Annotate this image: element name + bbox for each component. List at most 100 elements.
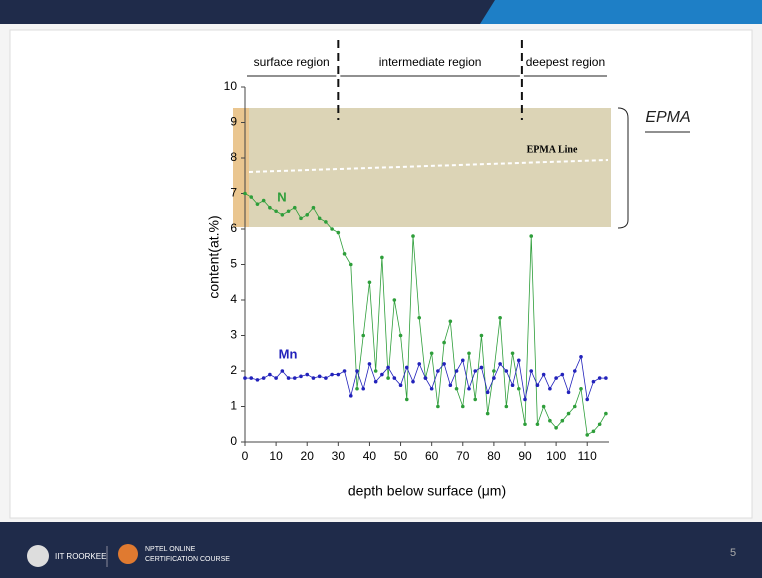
data-point bbox=[249, 376, 253, 380]
data-point bbox=[523, 398, 527, 402]
data-point bbox=[424, 376, 428, 380]
data-point bbox=[293, 206, 297, 210]
data-point bbox=[411, 234, 415, 238]
data-point bbox=[349, 263, 353, 267]
data-point bbox=[405, 398, 409, 402]
y-tick-label: 0 bbox=[230, 434, 237, 448]
data-point bbox=[430, 387, 434, 391]
data-point bbox=[386, 376, 390, 380]
data-point bbox=[318, 217, 322, 221]
data-point bbox=[542, 373, 546, 377]
data-point bbox=[449, 383, 453, 387]
data-point bbox=[274, 376, 278, 380]
data-point bbox=[461, 359, 465, 363]
data-point bbox=[324, 376, 328, 380]
data-point bbox=[561, 373, 565, 377]
region-label: intermediate region bbox=[379, 55, 482, 69]
data-point bbox=[511, 383, 515, 387]
data-point bbox=[492, 369, 496, 373]
data-point bbox=[355, 387, 359, 391]
data-point bbox=[542, 405, 546, 409]
data-point bbox=[293, 376, 297, 380]
data-point bbox=[305, 213, 309, 217]
x-tick-label: 60 bbox=[425, 449, 439, 463]
institute-name: IIT ROORKEE bbox=[55, 552, 106, 561]
data-point bbox=[461, 405, 465, 409]
data-point bbox=[337, 231, 341, 235]
data-point bbox=[349, 394, 353, 398]
data-point bbox=[567, 412, 571, 416]
data-point bbox=[405, 366, 409, 370]
x-axis-label: depth below surface (μm) bbox=[348, 483, 506, 499]
data-point bbox=[243, 376, 247, 380]
footer-bar bbox=[0, 522, 762, 578]
data-point bbox=[243, 192, 247, 196]
x-tick-label: 80 bbox=[487, 449, 501, 463]
nptel-logo bbox=[118, 544, 138, 564]
data-point bbox=[355, 369, 359, 373]
data-point bbox=[262, 199, 266, 203]
data-point bbox=[287, 376, 291, 380]
data-point bbox=[517, 387, 521, 391]
x-tick-label: 30 bbox=[332, 449, 346, 463]
data-point bbox=[567, 391, 571, 395]
data-point bbox=[274, 209, 278, 213]
data-point bbox=[268, 373, 272, 377]
data-point bbox=[374, 369, 378, 373]
data-point bbox=[374, 380, 378, 384]
data-point bbox=[467, 351, 471, 355]
data-point bbox=[486, 412, 490, 416]
data-point bbox=[585, 398, 589, 402]
slide: EPMA Line EPMA content(at.%) depth below… bbox=[0, 0, 762, 578]
data-point bbox=[548, 419, 552, 423]
data-point bbox=[299, 217, 303, 221]
data-point bbox=[523, 422, 527, 426]
data-point bbox=[337, 373, 341, 377]
data-point bbox=[467, 387, 471, 391]
x-tick-label: 110 bbox=[578, 449, 597, 463]
data-point bbox=[517, 359, 521, 363]
y-tick-label: 2 bbox=[230, 363, 237, 377]
y-tick-label: 5 bbox=[230, 257, 237, 271]
epma-micrograph bbox=[233, 108, 611, 227]
header-accent bbox=[480, 0, 762, 24]
data-point bbox=[529, 369, 533, 373]
data-point bbox=[380, 256, 384, 260]
data-point bbox=[592, 430, 596, 434]
data-point bbox=[442, 341, 446, 345]
data-point bbox=[262, 376, 266, 380]
data-point bbox=[480, 366, 484, 370]
course-line-2: CERTIFICATION COURSE bbox=[145, 556, 230, 563]
data-point bbox=[368, 362, 372, 366]
data-point bbox=[281, 213, 285, 217]
data-point bbox=[604, 412, 608, 416]
data-point bbox=[554, 426, 558, 430]
x-tick-label: 0 bbox=[242, 449, 249, 463]
y-tick-label: 8 bbox=[230, 150, 237, 164]
x-tick-label: 40 bbox=[363, 449, 377, 463]
data-point bbox=[473, 398, 477, 402]
page-number: 5 bbox=[730, 547, 736, 559]
y-tick-label: 7 bbox=[230, 186, 237, 200]
data-point bbox=[330, 373, 334, 377]
region-label: surface region bbox=[254, 55, 330, 69]
data-point bbox=[442, 362, 446, 366]
data-point bbox=[598, 376, 602, 380]
data-point bbox=[436, 369, 440, 373]
data-point bbox=[318, 375, 322, 379]
data-point bbox=[511, 351, 515, 355]
data-point bbox=[505, 405, 509, 409]
x-tick-label: 20 bbox=[301, 449, 315, 463]
y-tick-label: 4 bbox=[230, 292, 237, 306]
data-point bbox=[368, 280, 372, 284]
data-point bbox=[399, 334, 403, 338]
data-point bbox=[361, 387, 365, 391]
data-point bbox=[287, 209, 291, 213]
epma-line-label: EPMA Line bbox=[527, 144, 578, 155]
data-point bbox=[498, 362, 502, 366]
region-label: deepest region bbox=[526, 55, 605, 69]
y-axis-label: content(at.%) bbox=[206, 215, 222, 298]
data-point bbox=[436, 405, 440, 409]
data-point bbox=[393, 298, 397, 302]
data-point bbox=[592, 380, 596, 384]
